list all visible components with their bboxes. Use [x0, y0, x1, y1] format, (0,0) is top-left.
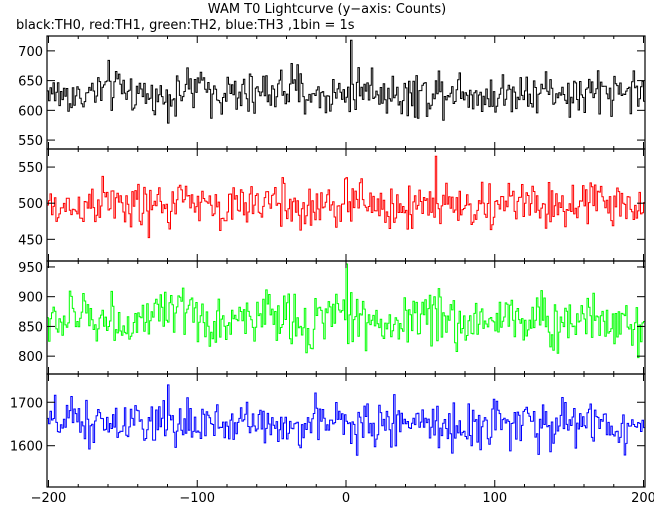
y-tick-label: 800 [18, 350, 43, 365]
y-tick-label: 600 [18, 104, 43, 119]
y-tick-label: 700 [18, 45, 43, 60]
chart-subtitle: black:TH0, red:TH1, green:TH2, blue:TH3 … [16, 18, 355, 33]
chart-title: WAM T0 Lightcurve (y−axis: Counts) [207, 2, 447, 17]
series-line-th2 [47, 263, 645, 359]
y-tick-label: 850 [18, 320, 43, 335]
series-line-th1 [47, 155, 645, 239]
series-line-th3 [47, 384, 645, 456]
y-tick-label: 1600 [10, 440, 43, 455]
y-tick-label: 900 [18, 291, 43, 306]
x-tick-label: 200 [631, 491, 654, 505]
x-tick-label: 0 [342, 491, 350, 505]
panel-frame-th3 [46, 373, 646, 488]
y-tick-label: 450 [18, 233, 43, 248]
y-tick-label: 950 [18, 261, 43, 276]
y-tick-label: 500 [18, 197, 43, 212]
x-tick-label: 100 [482, 491, 507, 505]
y-tick-label: 1700 [10, 396, 43, 411]
y-tick-label: 650 [18, 75, 43, 90]
x-tick-label: −200 [31, 491, 67, 505]
y-tick-label: 550 [18, 134, 43, 149]
y-tick-label: 550 [18, 161, 43, 176]
x-tick-label: −100 [179, 491, 215, 505]
series-line-th0 [47, 39, 645, 124]
